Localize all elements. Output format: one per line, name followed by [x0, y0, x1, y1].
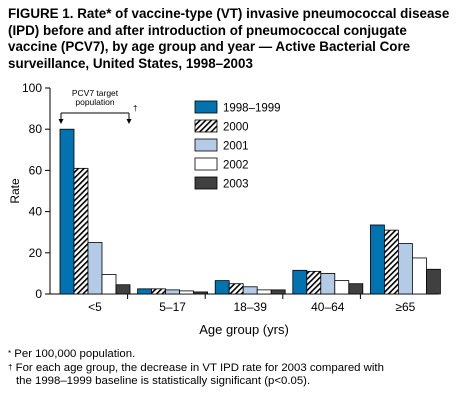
- bar: [137, 288, 153, 295]
- bar: [151, 288, 167, 295]
- bar: [179, 290, 195, 295]
- bar-chart: 0 20 40 60 80 100 Rate <5 5–17 18–39 40–64 ≥65 Age g…: [8, 81, 441, 337]
- bar: [214, 280, 230, 295]
- legend-swatch: [194, 138, 218, 152]
- bar: [115, 284, 131, 295]
- bar: [228, 283, 244, 295]
- bar: [87, 242, 103, 295]
- bar: [59, 128, 75, 295]
- footnote-star: * Per 100,000 population.: [8, 348, 456, 362]
- annotation-arrowhead: [58, 119, 64, 124]
- footnote-dagger-line1: For each age group, the decrease in VT I…: [15, 361, 384, 374]
- y-tick-label: 80: [29, 122, 43, 136]
- bar: [334, 280, 350, 295]
- x-tick-label: <5: [88, 300, 102, 314]
- bar: [306, 270, 322, 295]
- bar: [165, 289, 181, 295]
- bar: [320, 272, 336, 295]
- annotation-dagger: †: [133, 104, 137, 113]
- bar: [369, 224, 385, 295]
- bar: [397, 243, 413, 295]
- figure-title: FIGURE 1. Rate* of vaccine-type (VT) inv…: [8, 6, 450, 71]
- legend-swatch: [194, 176, 218, 190]
- legend-label: 2000: [223, 122, 249, 134]
- legend-swatch: [194, 100, 218, 114]
- bar: [73, 167, 89, 295]
- legend-swatch: [194, 119, 218, 133]
- bar: [348, 283, 364, 295]
- bar: [242, 286, 258, 295]
- bar: [270, 289, 286, 295]
- legend-label: 2003: [223, 179, 249, 191]
- x-tick-label: 18–39: [234, 300, 268, 314]
- bar: [256, 289, 272, 295]
- footnotes: * Per 100,000 population. † For each age…: [8, 348, 456, 389]
- bar: [101, 274, 117, 295]
- x-tick-label: 40–64: [311, 300, 345, 314]
- footnote-star-mark: *: [8, 349, 12, 358]
- bar: [425, 268, 441, 295]
- footnote-dagger-line2: the 1998–1999 baseline is statistically …: [16, 375, 311, 387]
- x-tick-label: 5–17: [159, 300, 186, 314]
- bar: [383, 229, 399, 295]
- annotation-label-line1: PCV7 target: [72, 88, 119, 98]
- bar: [411, 257, 427, 295]
- footnote-star-text: Per 100,000 population.: [14, 348, 136, 360]
- y-tick-label: 60: [29, 163, 43, 177]
- annotation-label-line2: population: [75, 97, 115, 107]
- legend-label: 2002: [223, 160, 249, 172]
- y-axis-label: Rate: [8, 178, 22, 204]
- footnote-dagger: † For each age group, the decrease in VT…: [8, 362, 456, 376]
- y-tick-label: 40: [29, 205, 43, 219]
- legend-label: 2001: [223, 141, 249, 153]
- legend-label: 1998–1999: [223, 103, 281, 115]
- annotation-arrowhead: [126, 119, 132, 124]
- plot-area: 0 20 40 60 80 100 Rate <5 5–17 18–39 40–64 ≥65 Age g…: [8, 81, 441, 337]
- x-tick-label: ≥65: [395, 300, 415, 314]
- y-tick-label: 100: [22, 81, 42, 95]
- bar: [292, 269, 308, 295]
- y-tick-label: 0: [35, 287, 42, 301]
- legend-swatch: [194, 157, 218, 171]
- bar: [193, 291, 209, 295]
- footnote-dagger-mark: †: [8, 362, 13, 372]
- x-axis-label: Age group (yrs): [199, 322, 289, 337]
- y-tick-label: 20: [29, 246, 43, 260]
